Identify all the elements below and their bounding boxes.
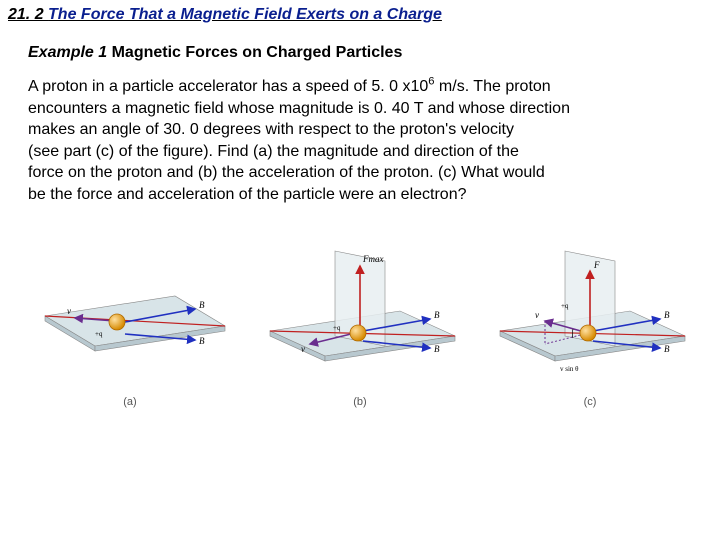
- line1a: A proton in a particle accelerator has a…: [28, 78, 428, 95]
- section-header: 21. 2 The Force That a Magnetic Field Ex…: [0, 0, 720, 24]
- line3: makes an angle of 30. 0 degrees with res…: [28, 121, 514, 138]
- panel-c-svg: F v B B +q v sin θ: [485, 236, 695, 386]
- label-F-c: F: [593, 260, 600, 270]
- label-B-c1: B: [664, 310, 670, 320]
- figure-panel-a: v B B +q (a): [25, 236, 235, 408]
- label-B-b1: B: [434, 310, 440, 320]
- label-q-b: +q: [333, 324, 341, 332]
- panel-b-svg: Fmax v B B +q: [255, 236, 465, 386]
- panel-a-svg: v B B +q: [25, 236, 235, 386]
- figure-panel-b: Fmax v B B +q (b): [255, 236, 465, 408]
- label-v-a: v: [67, 306, 71, 316]
- section-title: The Force That a Magnetic Field Exerts o…: [48, 6, 442, 23]
- example-name: Magnetic Forces on Charged Particles: [107, 44, 402, 61]
- figure-row: v B B +q (a) Fmax v: [0, 206, 720, 408]
- line6: be the force and acceleration of the par…: [28, 186, 467, 203]
- panel-b-label: (b): [353, 396, 366, 408]
- label-v-b: v: [301, 344, 305, 354]
- panel-c-label: (c): [584, 396, 597, 408]
- line4: (see part (c) of the figure). Find (a) t…: [28, 143, 519, 160]
- label-B-b2: B: [434, 344, 440, 354]
- label-B-a1: B: [199, 300, 205, 310]
- example-label: Example 1: [28, 44, 107, 61]
- label-q-c: +q: [561, 302, 569, 310]
- label-vsin: v sin θ: [560, 365, 579, 373]
- line5: force on the proton and (b) the accelera…: [28, 164, 545, 181]
- example-title: Example 1 Magnetic Forces on Charged Par…: [0, 24, 720, 62]
- panel-a-label: (a): [123, 396, 136, 408]
- figure-panel-c: F v B B +q v sin θ (c): [485, 236, 695, 408]
- label-Fmax: Fmax: [362, 254, 384, 264]
- label-q-a: +q: [95, 330, 103, 338]
- line2: encounters a magnetic field whose magnit…: [28, 100, 570, 117]
- label-v-c: v: [535, 310, 539, 320]
- line1b: m/s. The proton: [434, 78, 550, 95]
- label-B-a2: B: [199, 336, 205, 346]
- label-B-c2: B: [664, 344, 670, 354]
- section-prefix: 21. 2: [8, 6, 48, 23]
- problem-text: A proton in a particle accelerator has a…: [0, 62, 720, 206]
